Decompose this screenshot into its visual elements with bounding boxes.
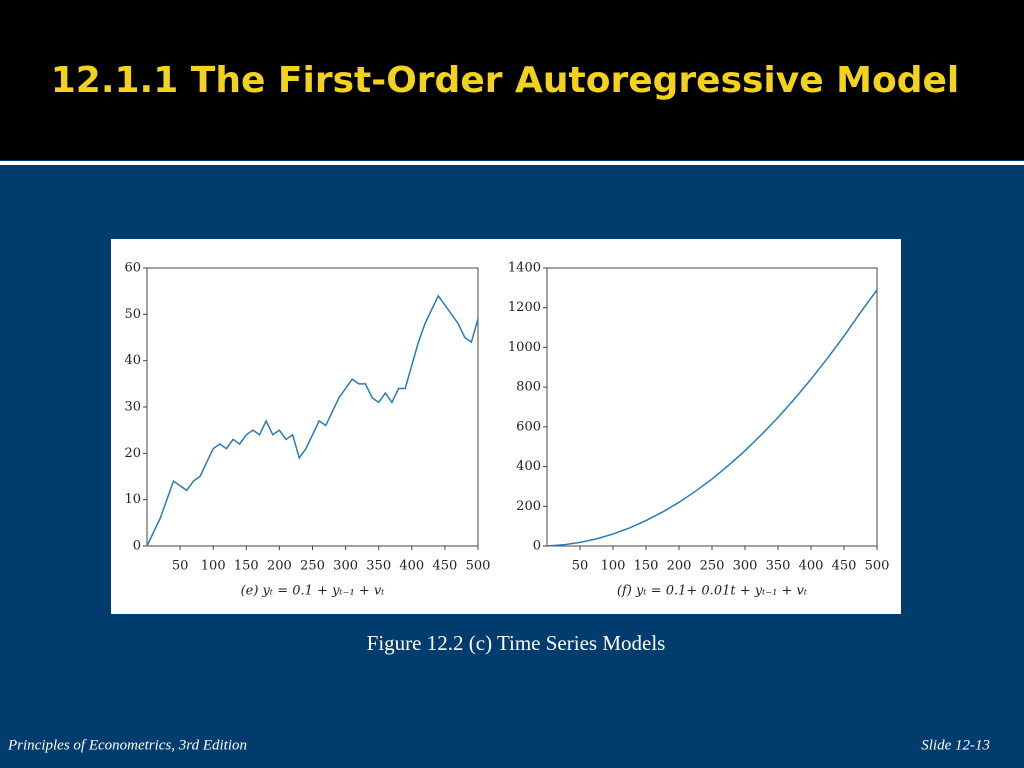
x-tick-label: 200 [267, 559, 292, 574]
y-tick-label: 10 [124, 492, 141, 507]
y-tick-label: 50 [124, 307, 141, 322]
figure-caption: Figure 12.2 (c) Time Series Models [367, 631, 666, 655]
y-tick-label: 800 [516, 380, 541, 395]
x-tick-label: 350 [366, 559, 391, 574]
data-line [146, 294, 479, 547]
slide-title: 12.1.1 The First-Order Autoregressive Mo… [51, 60, 960, 101]
x-tick-label: 150 [634, 559, 659, 574]
y-tick-label: 1200 [508, 300, 541, 315]
x-tick-label: 100 [201, 559, 226, 574]
x-tick-label: 400 [399, 559, 424, 574]
x-tick-label: 250 [300, 559, 325, 574]
x-tick-label: 500 [865, 559, 890, 574]
x-tick-label: 250 [700, 559, 725, 574]
y-tick-label: 400 [516, 459, 541, 474]
x-axis-label: (e) yₜ = 0.1 + yₜ₋₁ + vₜ [241, 584, 386, 599]
x-axis-label: (f) yₜ = 0.1+ 0.01t + yₜ₋₁ + vₜ [617, 584, 808, 599]
x-tick-label: 100 [601, 559, 626, 574]
y-tick-label: 60 [124, 261, 141, 276]
x-tick-label: 150 [234, 559, 259, 574]
header-rule [0, 161, 1024, 165]
footer-right: Slide 12-13 [921, 737, 990, 753]
y-tick-label: 200 [516, 499, 541, 514]
x-tick-label: 350 [766, 559, 791, 574]
x-tick-label: 450 [832, 559, 857, 574]
x-tick-label: 200 [667, 559, 692, 574]
y-tick-label: 600 [516, 419, 541, 434]
y-tick-label: 30 [124, 400, 141, 415]
y-tick-label: 40 [124, 353, 141, 368]
x-tick-label: 300 [333, 559, 358, 574]
y-tick-label: 0 [133, 539, 141, 554]
y-tick-label: 20 [124, 446, 141, 461]
x-tick-label: 50 [572, 559, 589, 574]
x-tick-label: 50 [172, 559, 189, 574]
y-tick-label: 1000 [508, 340, 541, 355]
header-band [0, 0, 1024, 160]
x-tick-label: 450 [432, 559, 457, 574]
y-tick-label: 0 [533, 539, 541, 554]
y-tick-label: 1400 [508, 261, 541, 276]
x-tick-label: 400 [799, 559, 824, 574]
data-line [546, 289, 878, 547]
x-tick-label: 300 [733, 559, 758, 574]
x-tick-label: 500 [466, 559, 491, 574]
footer-left: Principles of Econometrics, 3rd Edition [7, 737, 247, 753]
